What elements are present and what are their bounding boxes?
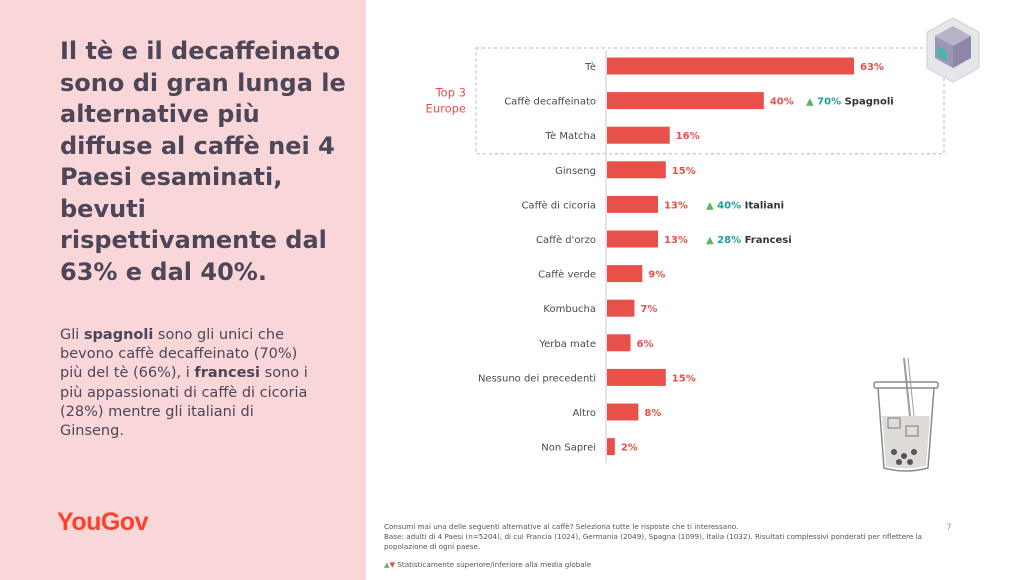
up-triangle-icon: ▲ <box>384 560 390 569</box>
value-label: 16% <box>676 131 700 142</box>
significance-legend-text: Statisticamente superiore/inferiore alla… <box>397 560 592 569</box>
up-triangle-icon: ▲ <box>706 235 717 246</box>
bar <box>607 334 631 352</box>
bar <box>607 299 635 317</box>
value-label: 40% <box>770 97 794 108</box>
significance-legend: ▲▼ Statisticamente superiore/inferiore a… <box>384 560 591 569</box>
category-label: Caffè verde <box>538 269 596 281</box>
category-label: Caffè decaffeinato <box>504 96 596 108</box>
survey-question: Consumi mai una delle seguenti alternati… <box>384 522 739 531</box>
value-label: 63% <box>860 62 884 73</box>
yougov-logo: YouGov <box>57 508 148 536</box>
bar <box>607 438 615 456</box>
annotation: ▲ 40% Italiani <box>706 200 784 211</box>
annotation-value: 40% <box>717 200 744 211</box>
top3-label: Europe <box>426 102 466 116</box>
category-label: Yerba mate <box>538 339 596 350</box>
category-label: Kombucha <box>543 304 596 315</box>
annotation: ▲ 70% Spagnoli <box>806 97 894 108</box>
bar <box>607 368 666 386</box>
category-label: Nessuno dei precedenti <box>478 373 596 384</box>
value-label: 15% <box>672 166 696 177</box>
value-label: 9% <box>648 270 665 281</box>
bar-chart: Top 3 Europe Tè 63% Caffè decaffeinato 40% Tè … <box>426 47 945 463</box>
page-number: 7 <box>946 523 952 533</box>
annotation-value: 70% <box>817 97 844 108</box>
bar <box>607 195 658 213</box>
bar <box>607 126 670 144</box>
highlight-francesi: francesi <box>194 365 261 382</box>
annotation-label: Francesi <box>745 235 792 246</box>
bar <box>607 57 854 75</box>
left-panel: Il tè e il decaffeinato sono di gran lun… <box>0 0 366 580</box>
down-triangle-icon: ▼ <box>389 560 396 569</box>
up-triangle-icon: ▲ <box>806 97 817 108</box>
bar <box>607 265 643 283</box>
annotation: ▲ 28% Francesi <box>706 235 792 246</box>
survey-base: Base: adulti di 4 Paesi (n=5204), di cui… <box>384 532 922 551</box>
iced-drink-icon <box>873 357 939 472</box>
annotation-value: 28% <box>717 235 744 246</box>
summary-text: Gli spagnoli sono gli unici che bevono c… <box>60 327 308 440</box>
bar <box>607 92 764 110</box>
category-label: Altro <box>572 408 596 419</box>
up-triangle-icon: ▲ <box>706 200 717 211</box>
category-label: Non Saprei <box>541 443 596 454</box>
category-label: Caffè di cicoria <box>521 199 596 211</box>
annotation-label: Spagnoli <box>845 97 894 108</box>
top3-box <box>475 47 945 155</box>
value-label: 6% <box>637 339 654 350</box>
page-title: Il tè e il decaffeinato sono di gran lun… <box>60 37 346 286</box>
value-label: 8% <box>644 408 661 419</box>
bar <box>607 230 658 248</box>
highlight-spagnoli: spagnoli <box>83 327 154 343</box>
bar <box>607 403 639 421</box>
value-label: 2% <box>621 443 638 454</box>
top3-label: Top 3 <box>435 86 466 100</box>
category-label: Ginseng <box>555 166 596 177</box>
category-label: Tè <box>584 61 596 73</box>
footnote: Consumi mai una delle seguenti alternati… <box>384 522 964 552</box>
value-label: 15% <box>672 373 696 384</box>
value-label: 13% <box>664 235 688 246</box>
cube-icon <box>926 17 980 83</box>
category-label: Tè Matcha <box>544 130 596 142</box>
category-label: Caffè d'orzo <box>536 234 596 246</box>
value-label: 13% <box>664 200 688 211</box>
annotation-label: Italiani <box>745 200 784 211</box>
bar <box>607 161 666 179</box>
value-label: 7% <box>640 304 657 315</box>
